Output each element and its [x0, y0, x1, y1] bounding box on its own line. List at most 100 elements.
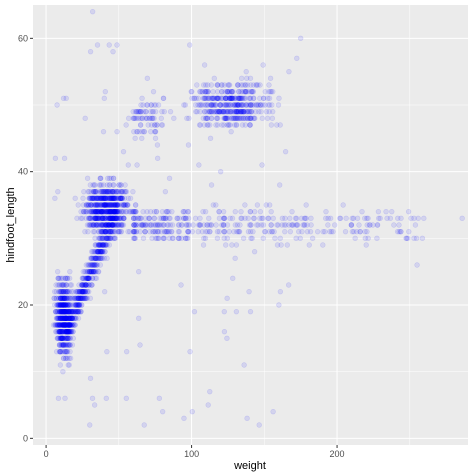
data-point [191, 308, 198, 315]
data-point [204, 102, 211, 108]
data-point [200, 242, 207, 248]
data-point [77, 308, 84, 315]
data-point [281, 222, 288, 228]
data-point [74, 302, 81, 308]
data-point [298, 215, 305, 222]
data-point [123, 348, 130, 355]
data-point [61, 322, 67, 328]
data-point [75, 302, 82, 308]
data-point [69, 322, 76, 328]
data-point [419, 235, 426, 242]
data-point [66, 335, 72, 342]
data-point [57, 295, 64, 302]
data-point [100, 195, 106, 202]
data-point [62, 302, 68, 308]
data-point [246, 288, 252, 295]
data-point [60, 308, 66, 315]
data-point [88, 202, 95, 208]
data-point [60, 282, 67, 288]
data-point [63, 335, 69, 342]
data-point [130, 188, 136, 195]
data-point [92, 215, 98, 222]
data-point [337, 215, 344, 222]
data-point [62, 302, 69, 308]
data-point [88, 262, 94, 268]
data-point [69, 315, 75, 322]
data-point [105, 228, 112, 235]
data-point [54, 335, 60, 342]
data-point [92, 248, 99, 255]
data-point [57, 302, 64, 308]
data-point [323, 208, 329, 215]
data-point [159, 408, 166, 415]
data-point [59, 308, 66, 315]
data-point [60, 302, 66, 308]
data-point [323, 215, 329, 222]
data-point [102, 202, 108, 208]
data-point [109, 228, 116, 235]
data-point [116, 208, 122, 215]
data-point [104, 222, 111, 228]
data-point [139, 95, 145, 102]
data-point [58, 335, 65, 342]
data-point [110, 195, 116, 202]
data-point [92, 208, 98, 215]
data-point [237, 95, 243, 102]
data-point [60, 288, 67, 295]
data-point [152, 135, 159, 142]
data-point [67, 355, 74, 362]
data-point [66, 315, 72, 322]
data-point [66, 288, 72, 295]
data-point [95, 248, 102, 255]
data-point [58, 302, 64, 308]
data-point [62, 322, 68, 328]
data-point [116, 182, 122, 188]
data-point [102, 215, 108, 222]
data-point [196, 162, 202, 168]
data-point [63, 282, 69, 288]
data-point [95, 215, 101, 222]
data-point [77, 302, 83, 308]
data-point [68, 315, 75, 322]
data-point [59, 315, 66, 322]
data-point [224, 335, 230, 342]
data-point [122, 182, 128, 188]
data-point [55, 295, 62, 302]
data-point [61, 308, 67, 315]
data-point [94, 195, 100, 202]
data-point [96, 255, 102, 262]
data-point [61, 335, 67, 342]
data-point [60, 322, 66, 328]
data-point [102, 215, 108, 222]
data-point [61, 322, 68, 328]
data-point [98, 255, 105, 262]
data-point [63, 275, 70, 282]
data-point [80, 282, 86, 288]
data-point [59, 295, 65, 302]
data-point [65, 302, 71, 308]
data-point [84, 288, 91, 295]
data-point [65, 328, 71, 335]
data-point [81, 288, 87, 295]
data-point [92, 268, 99, 275]
data-point [58, 315, 64, 322]
data-point [63, 322, 70, 328]
data-point [58, 302, 65, 308]
data-point [57, 308, 63, 315]
data-point [412, 222, 419, 228]
data-point [54, 322, 60, 328]
data-point [118, 182, 124, 188]
data-point [66, 362, 72, 368]
data-point [199, 88, 205, 95]
data-point [108, 195, 115, 202]
data-point [58, 328, 65, 335]
data-point [57, 322, 63, 328]
data-point [103, 208, 110, 215]
data-point [180, 208, 187, 215]
data-point [62, 295, 68, 302]
data-point [65, 342, 72, 348]
data-point [256, 422, 262, 428]
data-point [83, 282, 89, 288]
data-point [59, 328, 65, 335]
data-point [59, 335, 66, 342]
